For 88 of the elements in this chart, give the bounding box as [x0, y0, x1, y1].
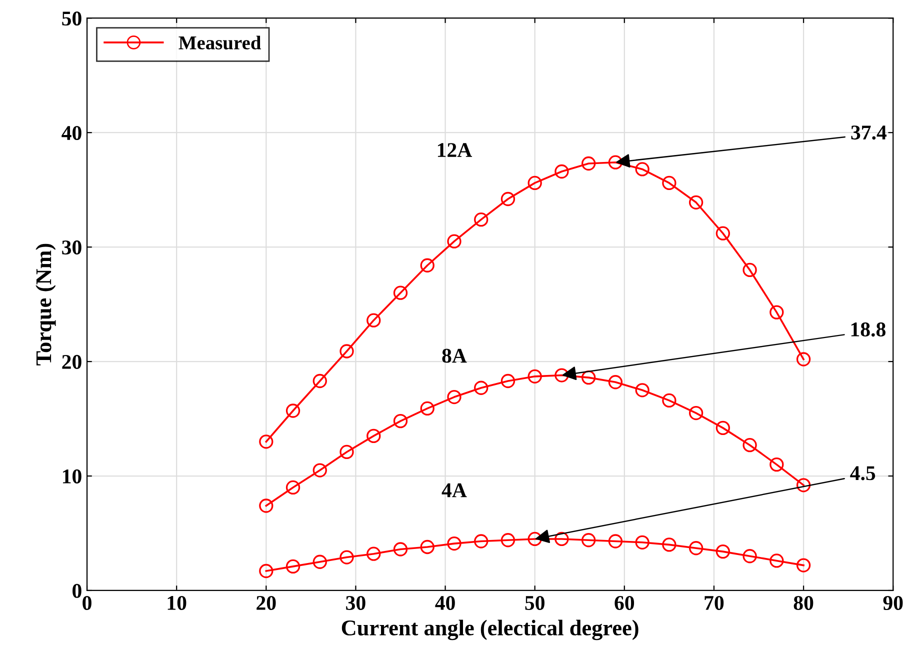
point [474, 534, 488, 548]
point [447, 390, 462, 404]
point [716, 226, 730, 240]
point [554, 164, 569, 179]
point [796, 558, 811, 572]
point [340, 344, 354, 358]
point [742, 262, 757, 278]
point [340, 444, 354, 460]
point [635, 535, 650, 550]
point [796, 478, 811, 492]
point [742, 438, 757, 452]
point [366, 546, 381, 561]
point [393, 414, 408, 428]
point [608, 155, 623, 170]
point [393, 542, 408, 556]
y-tick-label: 0 [72, 584, 82, 598]
point [447, 234, 462, 248]
point [635, 162, 650, 176]
point [742, 549, 757, 564]
point [528, 369, 542, 384]
point [312, 463, 327, 478]
x-tick-label: 70 [704, 596, 724, 610]
y-tick-label: 30 [62, 240, 82, 254]
point [312, 554, 327, 569]
point [688, 195, 704, 210]
point [340, 550, 354, 564]
point [581, 533, 596, 548]
point [420, 540, 434, 554]
point [420, 401, 434, 416]
x-tick-label: 80 [794, 596, 814, 610]
x-tick-label: 30 [346, 596, 366, 610]
legend-label: Measured [178, 36, 262, 50]
x-tick-label: 10 [168, 596, 186, 610]
point [662, 538, 676, 552]
point [286, 480, 300, 495]
annotation: 12A [438, 143, 472, 157]
point [366, 313, 381, 328]
point [688, 406, 704, 420]
point [528, 532, 542, 546]
annotation: 37.4 [851, 126, 887, 140]
point [716, 420, 730, 436]
point [581, 156, 596, 171]
point [796, 352, 811, 366]
point [286, 404, 300, 418]
x-tick-label: 20 [256, 596, 276, 610]
point [500, 374, 516, 388]
point [770, 305, 784, 320]
point [393, 286, 408, 300]
x-tick-label: 50 [525, 596, 544, 610]
annotation: 18.8 [851, 322, 886, 337]
point [366, 428, 381, 444]
point [286, 559, 300, 574]
point [581, 370, 596, 385]
point [474, 380, 488, 395]
x-tick-label: 0 [82, 596, 92, 610]
point [662, 393, 676, 408]
point [420, 258, 434, 272]
point [688, 541, 704, 556]
point [716, 544, 730, 559]
annotation: 4.5 [850, 466, 876, 480]
point [554, 368, 569, 382]
point [312, 374, 327, 388]
point [770, 554, 784, 568]
annotation: 8A [442, 348, 467, 363]
y-tick-label: 10 [62, 469, 82, 484]
point [770, 457, 784, 472]
y-tick-label: 20 [62, 354, 82, 369]
point [259, 564, 274, 578]
y-axis-title: Torque (Nm) [36, 244, 56, 366]
point [259, 434, 274, 449]
point [447, 536, 462, 551]
point [500, 533, 516, 548]
x-tick-label: 90 [883, 596, 903, 610]
x-tick-label: 40 [435, 596, 455, 610]
x-axis-title: Current angle (electical degree) [342, 620, 638, 640]
point [528, 176, 542, 190]
point [608, 534, 623, 548]
point [474, 212, 488, 227]
y-tick-label: 50 [62, 11, 82, 26]
point [635, 383, 650, 398]
point [662, 176, 676, 190]
point [608, 375, 623, 390]
annotation: 4A [442, 483, 467, 498]
point [259, 498, 274, 513]
point [500, 192, 516, 206]
y-tick-label: 40 [62, 126, 82, 140]
point [554, 532, 569, 546]
x-tick-label: 60 [614, 596, 634, 610]
